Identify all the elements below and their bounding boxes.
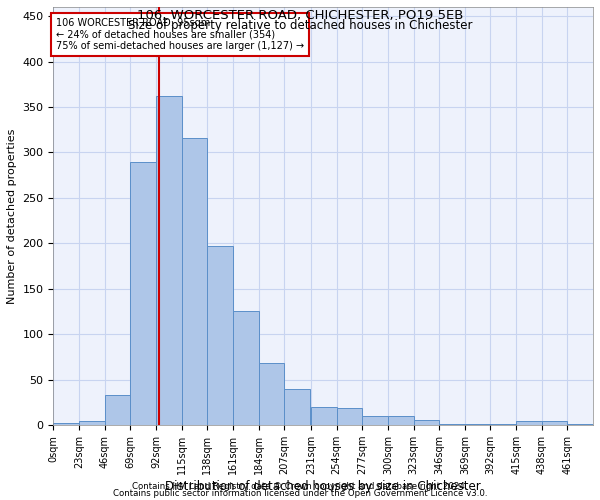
Text: 106, WORCESTER ROAD, CHICHESTER, PO19 5EB: 106, WORCESTER ROAD, CHICHESTER, PO19 5E… [137, 8, 463, 22]
Bar [362, 416, 388, 426]
Bar [516, 420, 542, 426]
Text: Contains HM Land Registry data © Crown copyright and database right 2024.: Contains HM Land Registry data © Crown c… [132, 482, 468, 491]
Bar [182, 138, 207, 426]
Y-axis label: Number of detached properties: Number of detached properties [7, 128, 17, 304]
Bar [233, 310, 259, 426]
Bar [388, 416, 413, 426]
Text: Contains public sector information licensed under the Open Government Licence v3: Contains public sector information licen… [113, 489, 487, 498]
Bar [284, 389, 310, 426]
Bar [542, 420, 568, 426]
Bar [79, 420, 104, 426]
Bar [207, 246, 233, 426]
Bar [465, 424, 490, 426]
X-axis label: Distribution of detached houses by size in Chichester: Distribution of detached houses by size … [166, 480, 481, 493]
Bar [337, 408, 362, 426]
Bar [568, 424, 593, 426]
Bar [490, 424, 516, 426]
Bar [259, 362, 284, 426]
Bar [104, 396, 130, 426]
Bar [311, 407, 337, 426]
Bar [156, 96, 182, 426]
Bar [413, 420, 439, 426]
Bar [53, 424, 79, 426]
Text: 106 WORCESTER ROAD: 95sqm
← 24% of detached houses are smaller (354)
75% of semi: 106 WORCESTER ROAD: 95sqm ← 24% of detac… [56, 18, 304, 51]
Text: Size of property relative to detached houses in Chichester: Size of property relative to detached ho… [128, 19, 472, 32]
Bar [130, 162, 156, 426]
Bar [439, 424, 465, 426]
